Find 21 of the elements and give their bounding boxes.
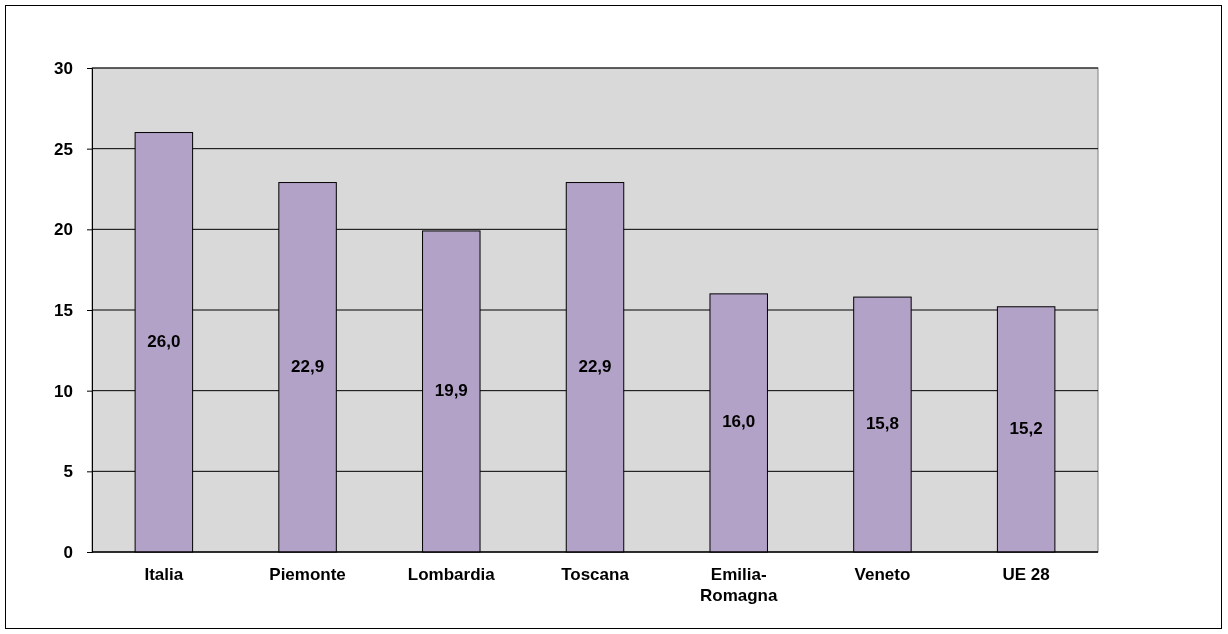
x-tick-label: Lombardia xyxy=(407,565,496,584)
y-tick-label: 10 xyxy=(54,381,73,401)
data-label: 15,8 xyxy=(865,414,899,434)
data-label: 22,9 xyxy=(578,356,612,376)
x-tick-label: Emilia-Romagna xyxy=(699,565,778,606)
x-tick-label: UE 28 xyxy=(1002,565,1050,584)
y-tick-label: 20 xyxy=(54,220,73,240)
data-label: 22,9 xyxy=(291,356,325,376)
data-label: 15,2 xyxy=(1009,418,1043,438)
x-tick-label: Italia xyxy=(144,565,184,584)
y-tick-label: 25 xyxy=(54,139,73,159)
data-label: 16,0 xyxy=(722,412,756,432)
y-tick-label: 0 xyxy=(63,542,73,562)
data-label: 26,0 xyxy=(147,331,181,351)
data-label: 19,9 xyxy=(434,380,468,400)
y-tick-label: 30 xyxy=(54,58,73,78)
x-tick-label: Toscana xyxy=(561,565,630,584)
x-tick-label: Veneto xyxy=(854,565,911,584)
y-tick-label: 15 xyxy=(54,300,73,320)
y-tick-label: 5 xyxy=(63,462,73,482)
x-tick-label: Piemonte xyxy=(269,565,346,584)
